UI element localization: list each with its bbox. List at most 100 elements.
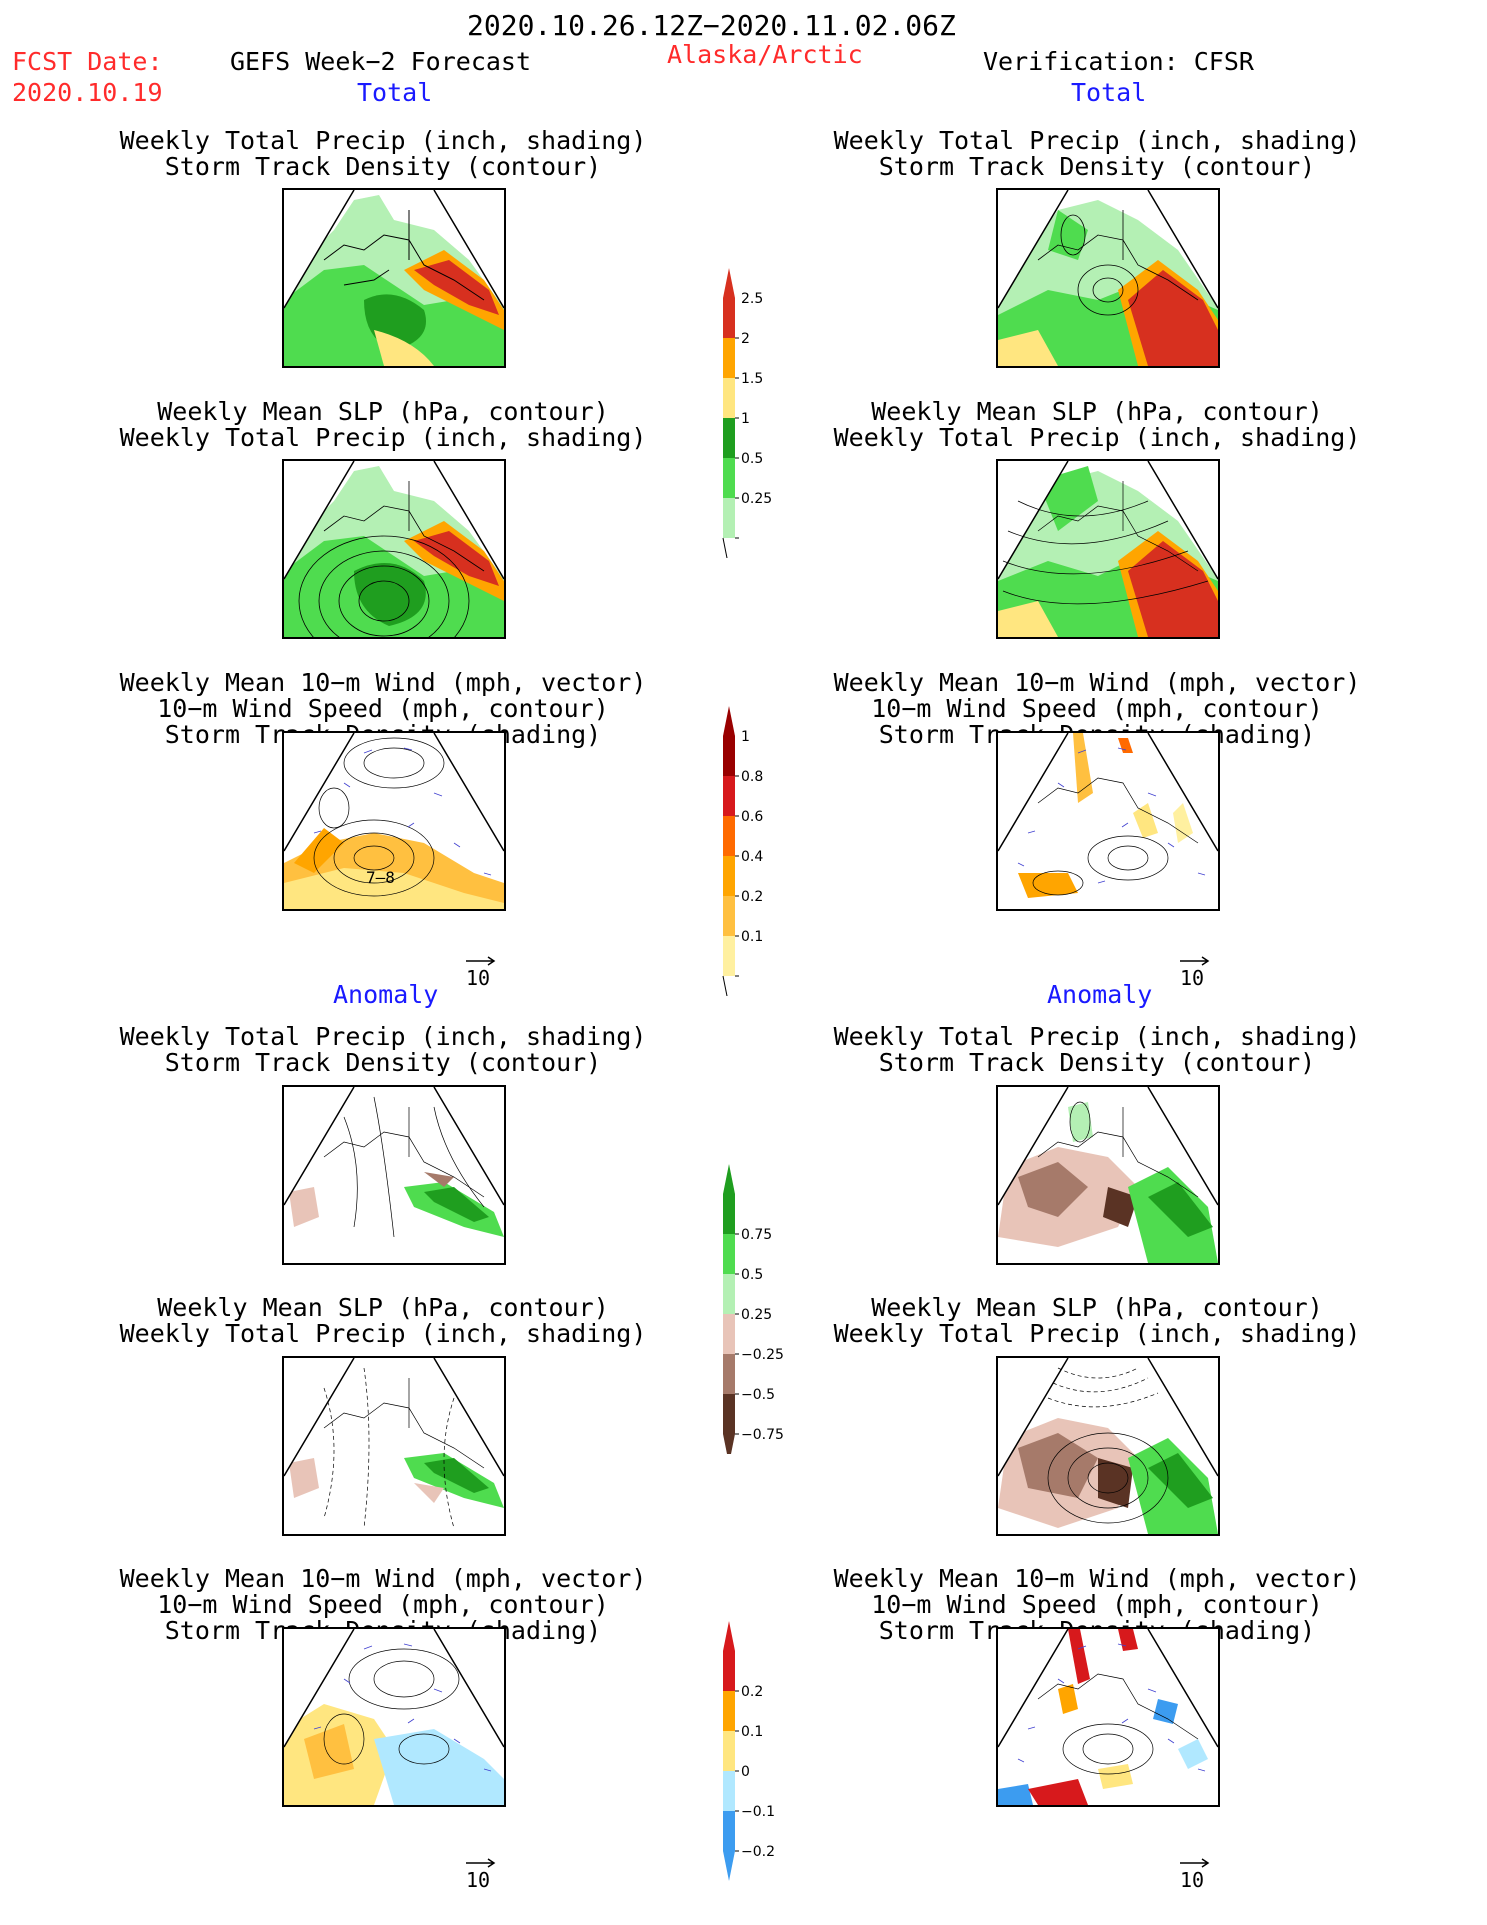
arrow-right-icon [466,956,496,966]
colorbar-segment [723,1651,735,1691]
vector-ref-label: 10 [1180,1868,1205,1892]
colorbar-label: 0.6 [741,809,763,825]
map-total-wind-left: 7–8 [282,731,506,911]
colorbar-segment [723,1731,735,1771]
map-total-precip-right [996,188,1220,368]
map-total-slp-right [996,459,1220,639]
title-total-slp-left: Weekly Mean SLP (hPa, contour) Weekly Tot… [63,399,703,451]
vector-ref-anom-right: 10 [1180,1858,1210,1892]
title-line: Weekly Total Precip (inch, shading) [119,1022,647,1051]
colorbar-label: 1 [741,729,750,745]
vector-ref-anom-left: 10 [466,1858,496,1892]
colorbar-segment [723,936,735,976]
colorbar-segment [723,338,735,378]
colorbar-label: 1 [741,411,750,427]
title-line: Weekly Mean 10−m Wind (mph, vector) [833,1564,1361,1593]
section-total-left: Total [357,78,433,107]
colorbar-precip-total: 2.5 2 1.5 1 0.5 0.25 [722,268,772,558]
vector-ref-label: 10 [466,1868,491,1892]
title-total-slp-right: Weekly Mean SLP (hPa, contour) Weekly Tot… [777,399,1417,451]
arrow-right-icon [466,1858,496,1868]
colorbar-segment [723,1314,735,1354]
vector-ref-label: 10 [1180,966,1205,990]
title-total-precip-left: Weekly Total Precip (inch, shading) Storm… [63,128,703,180]
colorbar-precip-anom: 0.75 0.5 0.25 −0.25 −0.5 −0.75 [723,1164,784,1454]
title-line: Weekly Mean 10−m Wind (mph, vector) [119,1564,647,1593]
colorbar-segment [723,498,735,538]
colorbar-segment [723,1274,735,1314]
title-line: Weekly Mean SLP (hPa, contour) [871,1293,1323,1322]
colorbar-top-arrow [723,1621,735,1651]
page-title: 2020.10.26.12Z−2020.11.02.06Z [467,9,956,42]
map-total-wind-right [996,731,1220,911]
colorbar-label: 0.25 [741,491,772,507]
colorbar-label: 2 [741,331,750,347]
arrow-right-icon [1180,956,1210,966]
title-line: Weekly Total Precip (inch, shading) [833,1022,1361,1051]
colorbar-label: −0.75 [741,1427,784,1443]
colorbar-segment [723,1194,735,1234]
colorbar-bottom-arrow [723,1851,735,1881]
colorbar-tail [722,975,728,996]
title-line: Weekly Total Precip (inch, shading) [833,1319,1361,1348]
map-anom-precip-right [996,1085,1220,1265]
map-anom-precip-left [282,1085,506,1265]
section-anomaly-left: Anomaly [333,980,439,1009]
fcst-date-value: 2020.10.19 [12,78,163,107]
map-anom-wind-left [282,1627,506,1807]
map-anom-slp-right [996,1356,1220,1536]
colorbar-segment [723,1691,735,1731]
region-label: Alaska/Arctic [667,40,863,69]
colorbar-segment [723,298,735,338]
vector-ref-label: 10 [466,966,491,990]
colorbar-label: −0.2 [741,1844,775,1860]
title-line: Weekly Mean SLP (hPa, contour) [157,1293,609,1322]
colorbar-segment [723,856,735,896]
title-anom-slp-left: Weekly Mean SLP (hPa, contour) Weekly Tot… [63,1295,703,1347]
colorbar-segment [723,816,735,856]
title-line: Storm Track Density (contour) [164,1048,602,1077]
title-anom-slp-right: Weekly Mean SLP (hPa, contour) Weekly Tot… [777,1295,1417,1347]
colorbar-label: 2.5 [741,291,763,307]
colorbar-top-arrow [723,706,735,736]
title-line: Weekly Mean SLP (hPa, contour) [157,397,609,426]
colorbar-label: −0.1 [741,1804,775,1820]
map-total-precip-left [282,188,506,368]
colorbar-label: 0.2 [741,889,763,905]
title-line: Weekly Total Precip (inch, shading) [833,126,1361,155]
colorbar-segment [723,896,735,936]
map-anom-wind-right [996,1627,1220,1807]
colorbar-tail [722,537,728,558]
colorbar-track-total: 1 0.8 0.6 0.4 0.2 0.1 [722,706,763,996]
colorbar-label: −0.25 [741,1347,784,1363]
colorbar-label: 0.8 [741,769,763,785]
colorbar-top-arrow [723,268,735,298]
colorbar-segment [723,378,735,418]
colorbar-label: 0.5 [741,1267,763,1283]
colorbar-segment [723,1811,735,1851]
title-line: Storm Track Density (contour) [878,1048,1316,1077]
map-anom-slp-left [282,1356,506,1536]
title-line: Storm Track Density (contour) [878,152,1316,181]
title-line: 10−m Wind Speed (mph, contour) [157,1590,609,1619]
title-line: Weekly Total Precip (inch, shading) [833,423,1361,452]
vector-ref-total-left: 10 [466,956,496,990]
colorbar-top-arrow [723,1164,735,1194]
colorbar-label: 0.5 [741,451,763,467]
section-total-right: Total [1071,78,1147,107]
colorbar-label: −0.5 [741,1387,775,1403]
colorbar-segment [723,736,735,776]
title-line: Weekly Total Precip (inch, shading) [119,423,647,452]
colorbar-label: 0.1 [741,1724,763,1740]
map-total-slp-left [282,459,506,639]
vector-ref-total-right: 10 [1180,956,1210,990]
total-wind-center-label: 7–8 [366,868,395,887]
title-line: Weekly Total Precip (inch, shading) [119,126,647,155]
fcst-date-label: FCST Date: [12,47,163,76]
forecast-model-label: GEFS Week−2 Forecast [230,47,532,76]
title-total-precip-right: Weekly Total Precip (inch, shading) Storm… [777,128,1417,180]
colorbar-bottom-arrow [723,1434,735,1454]
colorbar-label: 0.25 [741,1307,772,1323]
colorbar-label: 1.5 [741,371,763,387]
title-anom-precip-left: Weekly Total Precip (inch, shading) Storm… [63,1024,703,1076]
